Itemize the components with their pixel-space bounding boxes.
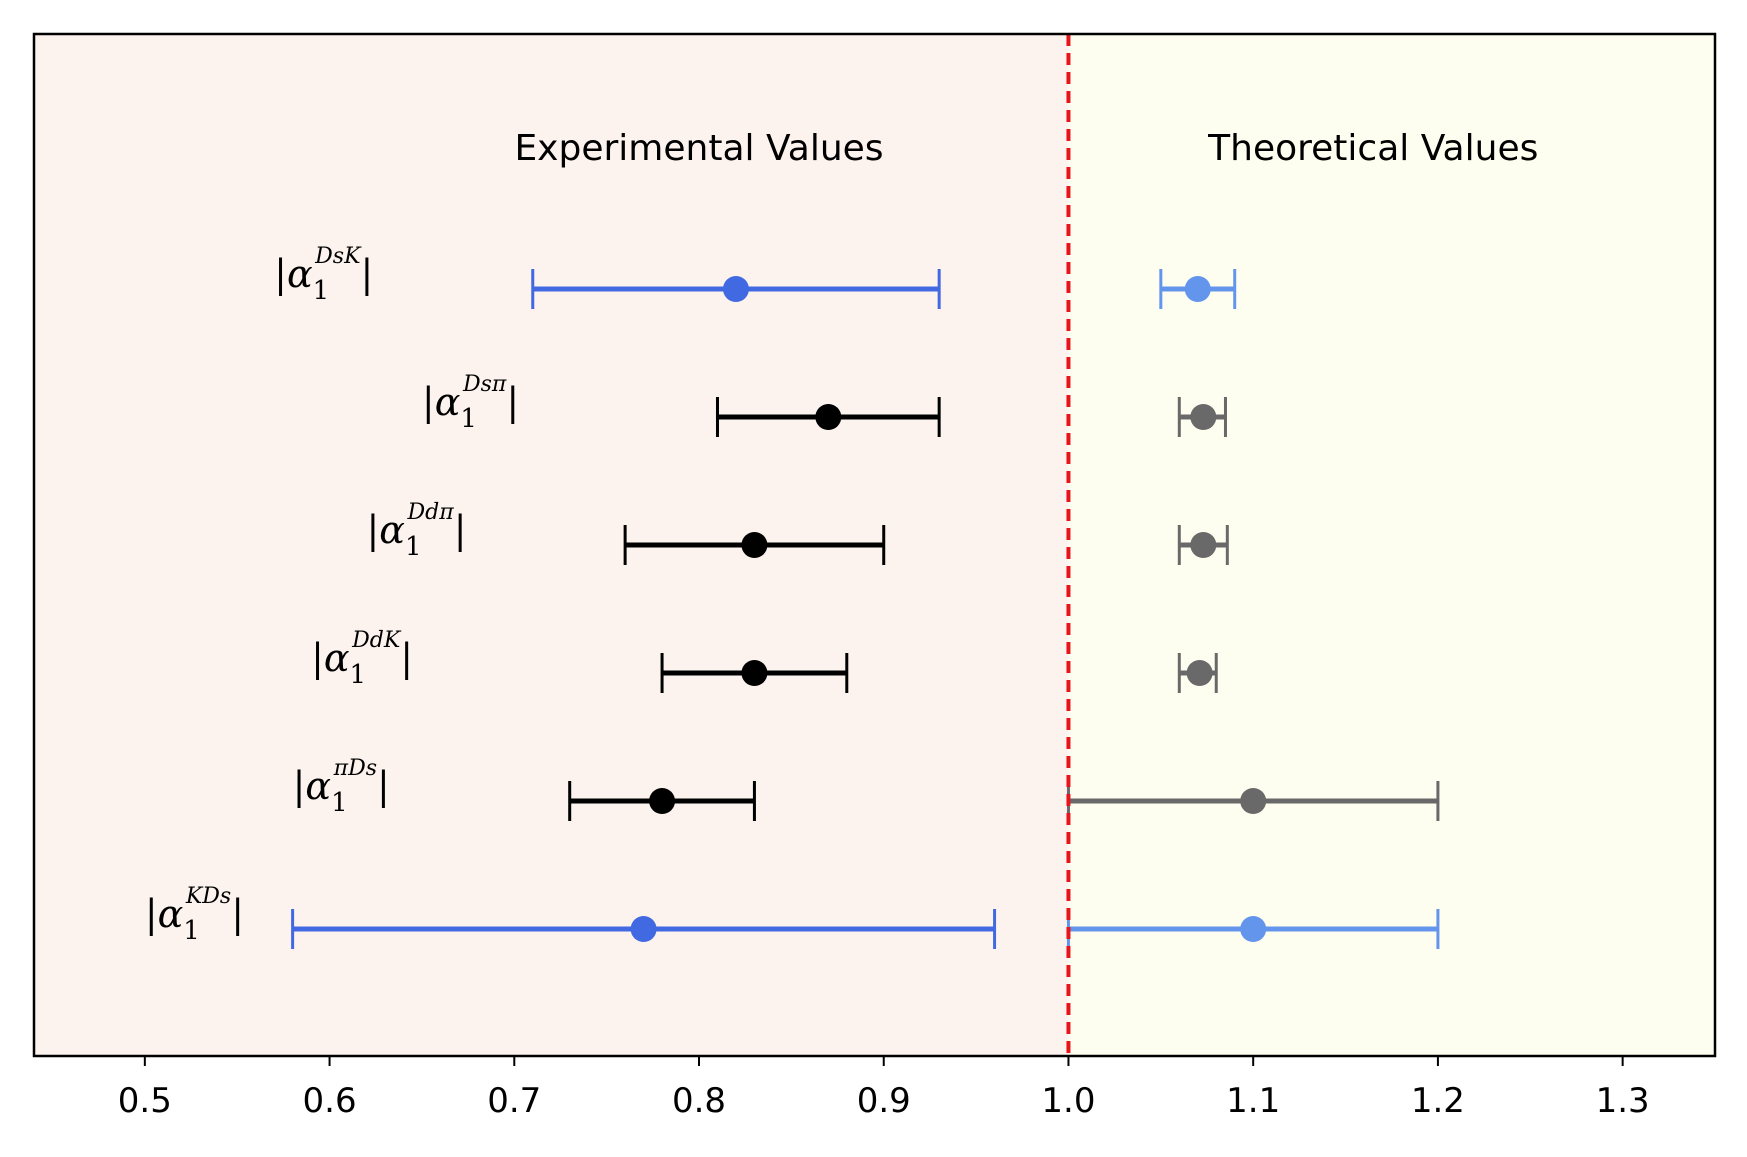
experimental-errorbar-5-point [649,788,676,814]
theoretical-errorbar-4-point [1186,660,1213,686]
experimental-errorbar-1-point [722,276,749,302]
row-label-subscript: 1 [350,660,367,690]
experimental-errorbar-1 [531,269,941,309]
region-theoretical [1068,34,1715,1056]
x-tick-label: 0.7 [487,1081,541,1121]
row-label-superscript: KDs [185,884,231,909]
row-label-superscript: DdK [351,628,402,653]
theoretical-errorbar-1-point [1184,276,1211,302]
row-label-subscript: 1 [331,788,348,818]
row-label-superscript: Ddπ [407,500,455,525]
experimental-errorbar-6-point [630,916,657,942]
row-label-close: | [361,252,374,296]
experimental-values-label: Experimental Values [514,128,883,169]
row-label-subscript: 1 [183,916,200,946]
row-label-close: | [400,636,413,680]
row-label-6: |α1 KDs| [145,884,244,946]
row-labels: |α1DsK||α1Dsπ||α1Ddπ||α1DdK||α1πDs||α1KD… [145,244,519,946]
x-axis: 0.5 0.6 0.7 0.8 0.9 1.0 1.1 1.2 1.3 [118,1056,1650,1121]
x-tick-label: 0.9 [857,1081,911,1121]
row-label-superscript: πDs [333,756,377,781]
row-label-close: | [454,508,467,552]
experimental-errorbar-3 [623,525,886,565]
row-label-base: |α [274,252,312,296]
experimental-errorbar-6 [291,909,997,949]
experimental-errorbar-4-point [741,660,768,686]
experimental-errorbar-5 [568,781,756,821]
row-label-4: |α1 DdK| [311,628,413,690]
theoretical-values-label: Theoretical Values [1207,128,1538,169]
theoretical-errorbar-4 [1177,653,1218,693]
theoretical-errorbar-2 [1177,397,1227,437]
x-tick-label: 1.1 [1226,1081,1280,1121]
row-label-2: |α1 Dsπ| [422,372,519,434]
experimental-errorbar-3-point [741,532,768,558]
region-labels: Experimental Values Theoretical Values [514,128,1538,169]
x-tick-label: 0.6 [303,1081,357,1121]
row-label-base: |α [145,892,183,936]
theoretical-errorbar-3 [1177,525,1229,565]
row-label-base: |α [311,636,349,680]
experimental-errorbar-4 [660,653,849,693]
x-tick-label: 0.8 [672,1081,726,1121]
x-tick-label: 0.5 [118,1081,172,1121]
row-label-3: |α1 Ddπ| [367,500,467,562]
theoretical-errorbar-3-point [1190,532,1217,558]
row-label-close: | [231,892,244,936]
row-label-subscript: 1 [313,276,330,306]
row-label-subscript: 1 [460,404,477,434]
row-label-close: | [506,380,519,424]
theoretical-errorbar-1 [1159,269,1237,309]
data-marks [291,269,1440,949]
x-tick-label: 1.2 [1411,1081,1465,1121]
row-label-superscript: Dsπ [462,372,507,397]
row-label-5: |α1 πDs| [293,756,390,818]
experimental-errorbar-2 [715,397,941,437]
row-label-1: |α1 DsK| [274,244,373,306]
theoretical-errorbar-5-point [1240,788,1267,814]
row-label-close: | [377,764,390,808]
theoretical-errorbar-6-point [1240,916,1267,942]
x-tick-label: 1.3 [1596,1081,1650,1121]
row-label-base: |α [422,380,460,424]
plot-frame [32,32,1717,1058]
row-label-superscript: DsK [314,244,362,269]
x-tick-label: 1.0 [1041,1081,1095,1121]
row-label-base: |α [367,508,405,552]
row-label-subscript: 1 [405,532,422,562]
row-label-base: |α [293,764,331,808]
experimental-errorbar-2-point [815,404,842,430]
theoretical-errorbar-2-point [1190,404,1217,430]
region-experimental [34,34,1069,1056]
